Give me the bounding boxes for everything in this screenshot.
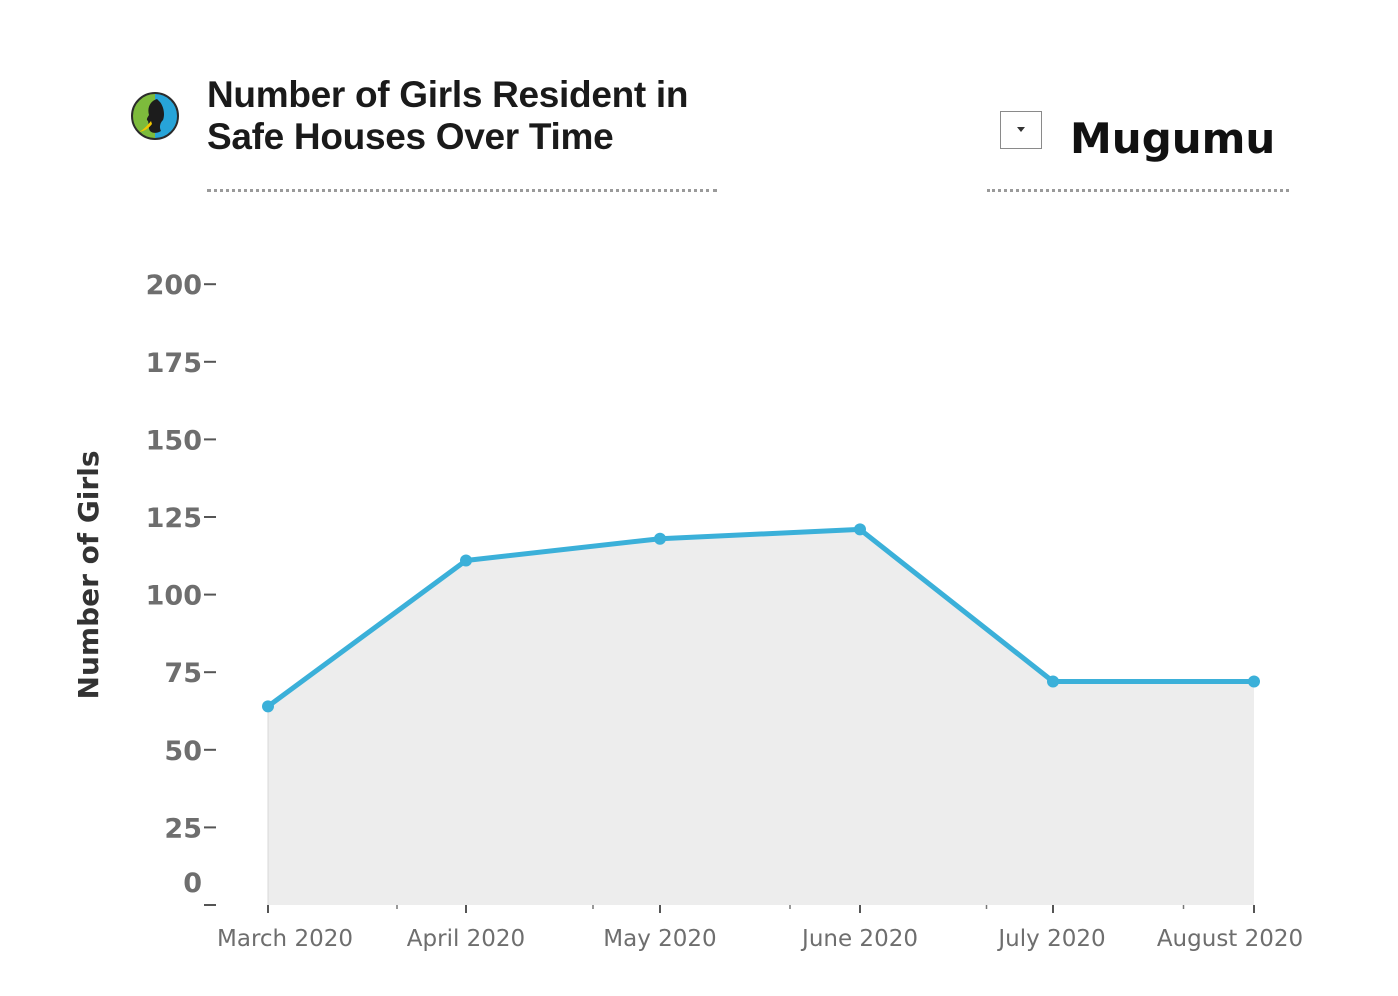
location-filter-value[interactable]: Mugumu — [1070, 114, 1276, 163]
y-axis-label: Number of Girls — [72, 451, 105, 700]
x-tick-label: August 2020 — [1157, 926, 1303, 952]
data-point — [262, 700, 274, 713]
chart-title-line-2: Safe Houses Over Time — [207, 116, 614, 157]
series-line — [265, 526, 1257, 709]
x-tick-label: April 2020 — [407, 926, 525, 952]
chart-title: Number of Girls Resident in Safe Houses … — [207, 74, 689, 158]
y-tick-label: 200 — [146, 270, 202, 301]
filter-divider — [987, 189, 1289, 192]
chart-title-line-1: Number of Girls Resident in — [207, 74, 689, 115]
y-tick-label: 100 — [146, 581, 202, 612]
x-tick-label: March 2020 — [217, 926, 353, 952]
location-filter-dropdown-button[interactable] — [1000, 111, 1042, 149]
data-point — [460, 554, 472, 567]
area-fill — [268, 529, 1254, 905]
data-point — [1248, 675, 1260, 688]
y-tick-label: 50 — [164, 736, 202, 767]
y-tick-label: 175 — [146, 348, 202, 379]
data-point — [654, 532, 666, 545]
silhouette-logo-icon — [131, 92, 179, 140]
data-point — [1047, 675, 1059, 688]
x-tick-label: May 2020 — [603, 926, 716, 952]
y-tick-label: 75 — [164, 658, 202, 689]
y-tick-label: 125 — [146, 503, 202, 534]
x-tick-label: June 2020 — [800, 926, 918, 952]
dropdown-arrow-icon — [1017, 127, 1025, 132]
x-tick-label: July 2020 — [996, 926, 1105, 952]
y-tick-label: 0 — [183, 868, 202, 899]
y-tick-label: 150 — [146, 425, 202, 456]
data-point — [854, 523, 866, 536]
title-divider — [207, 189, 717, 192]
y-tick-label: 25 — [164, 813, 202, 844]
